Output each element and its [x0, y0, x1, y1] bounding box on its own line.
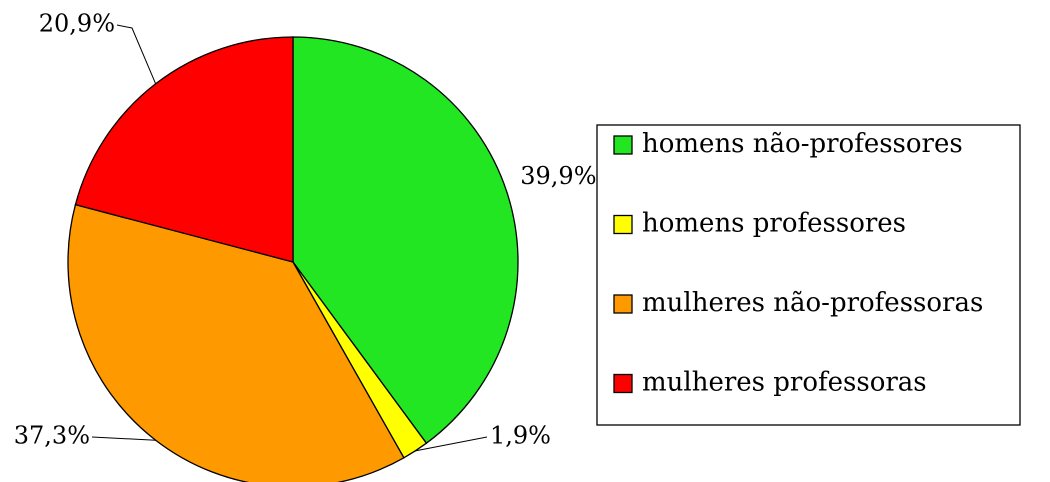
- legend-label: homens professores: [642, 209, 906, 239]
- leader-line: [415, 436, 488, 452]
- leader-line: [91, 436, 156, 441]
- pie: [67, 36, 519, 482]
- data-label: 20,9%: [39, 10, 115, 38]
- pie-slice: [74, 36, 294, 263]
- legend-swatch: [613, 135, 633, 155]
- data-label: 37,3%: [14, 422, 90, 450]
- legend-box: [596, 124, 1021, 426]
- legend: homens não-professores homens professores…: [596, 124, 1021, 426]
- pie-slice: [292, 36, 519, 445]
- pie-slice: [67, 203, 405, 482]
- legend-swatch: [613, 294, 633, 314]
- legend-label: homens não-professores: [642, 129, 963, 159]
- legend-swatch: [613, 373, 633, 394]
- data-label: 39,9%: [520, 162, 596, 190]
- legend-swatch: [613, 214, 633, 235]
- data-labels: 39,9% 1,9% 37,3% 20,9%: [14, 10, 597, 452]
- data-label: 1,9%: [490, 422, 551, 450]
- legend-label: mulheres professoras: [642, 368, 927, 398]
- leader-line: [116, 24, 157, 84]
- legend-label: mulheres não-professoras: [642, 288, 983, 318]
